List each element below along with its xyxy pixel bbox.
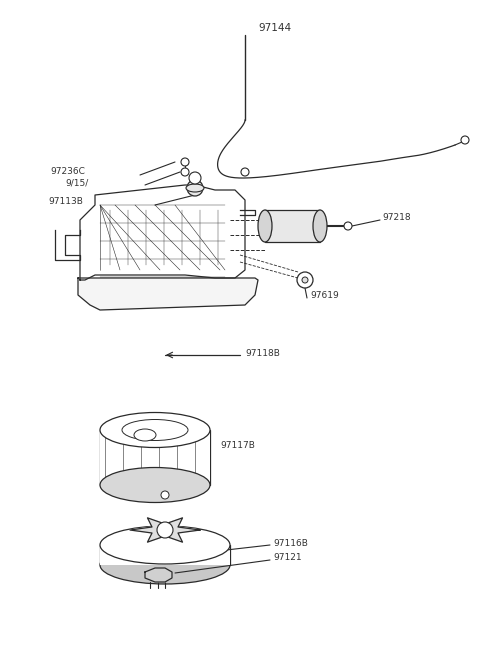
Circle shape xyxy=(461,136,469,144)
Text: 97118B: 97118B xyxy=(245,348,280,357)
Bar xyxy=(100,545,230,565)
Ellipse shape xyxy=(100,468,210,503)
Circle shape xyxy=(181,158,189,166)
Circle shape xyxy=(181,168,189,176)
Polygon shape xyxy=(130,518,200,542)
Bar xyxy=(265,210,320,242)
Text: 97116B: 97116B xyxy=(273,539,308,547)
Ellipse shape xyxy=(100,413,210,447)
Text: 97619: 97619 xyxy=(310,290,339,300)
Text: 97113B: 97113B xyxy=(48,198,83,206)
Circle shape xyxy=(161,491,169,499)
Circle shape xyxy=(189,172,201,184)
Ellipse shape xyxy=(122,420,188,440)
Circle shape xyxy=(241,168,249,176)
Ellipse shape xyxy=(313,210,327,242)
Text: 97121: 97121 xyxy=(273,553,301,562)
Polygon shape xyxy=(80,185,245,280)
Text: 9/15/: 9/15/ xyxy=(65,179,88,187)
Polygon shape xyxy=(145,568,172,582)
Ellipse shape xyxy=(134,429,156,441)
Ellipse shape xyxy=(100,526,230,564)
Ellipse shape xyxy=(186,184,204,192)
Ellipse shape xyxy=(100,546,230,584)
Bar xyxy=(100,430,210,485)
Text: 97144: 97144 xyxy=(258,23,291,33)
Circle shape xyxy=(187,180,203,196)
Circle shape xyxy=(344,222,352,230)
Polygon shape xyxy=(78,278,258,310)
Text: 97218: 97218 xyxy=(382,214,410,223)
Text: 97117B: 97117B xyxy=(220,440,255,449)
Circle shape xyxy=(297,272,313,288)
Text: 97236C: 97236C xyxy=(50,168,85,177)
Circle shape xyxy=(157,522,173,538)
Ellipse shape xyxy=(258,210,272,242)
Circle shape xyxy=(302,277,308,283)
